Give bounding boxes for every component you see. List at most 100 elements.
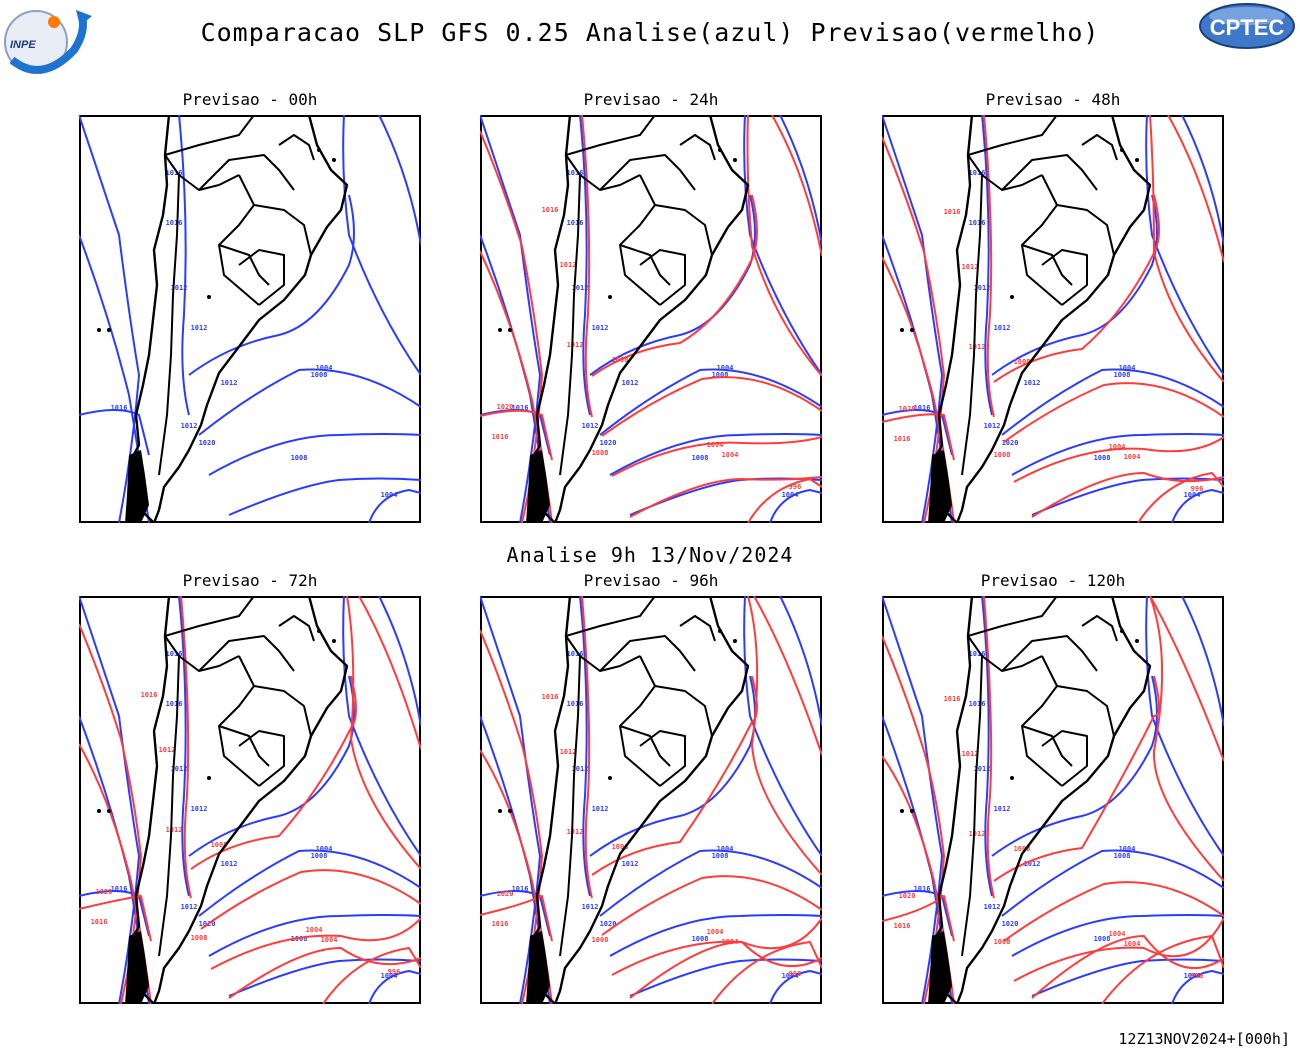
forecast-isobar-label: 1004 xyxy=(1109,930,1126,938)
analysis-isobar-label: 1008 xyxy=(692,454,709,462)
forecast-isobar xyxy=(1101,935,1224,1004)
forecast-isobar xyxy=(1149,596,1224,762)
analysis-isobar-label: 1012 xyxy=(622,379,639,387)
forecast-isobar xyxy=(79,623,142,1004)
forecast-isobar xyxy=(480,629,543,1004)
analysis-isobar-label: 1012 xyxy=(1024,379,1041,387)
forecast-isobar xyxy=(581,596,593,899)
analysis-isobar-label: 1004 xyxy=(381,491,398,499)
analysis-isobar-label: 1012 xyxy=(974,284,991,292)
island-marker xyxy=(1120,148,1124,152)
forecast-isobar-label: 1016 xyxy=(141,691,158,699)
forecast-isobar-label: 1016 xyxy=(492,433,509,441)
analysis-isobar xyxy=(779,596,822,727)
analysis-isobar-label: 1016 xyxy=(567,169,584,177)
country-border xyxy=(619,725,671,767)
analysis-isobar xyxy=(480,596,541,1004)
analysis-isobar-label: 1016 xyxy=(512,404,529,412)
island-marker xyxy=(900,328,904,332)
country-border xyxy=(654,204,713,256)
analysis-isobar xyxy=(178,115,190,416)
forecast-isobar-label: 996 xyxy=(1191,485,1204,493)
forecast-isobar xyxy=(322,947,421,1004)
forecast-isobar xyxy=(180,596,192,899)
forecast-isobar xyxy=(1013,436,1224,483)
country-border xyxy=(1021,244,1073,286)
forecast-isobar-label: 1004 xyxy=(306,926,323,934)
forecast-isobar-label: 1016 xyxy=(944,208,961,216)
forecast-isobar-label: 1004 xyxy=(722,938,739,946)
analysis-isobar xyxy=(79,596,140,1004)
island-marker xyxy=(718,629,722,633)
forecast-isobar-label: 1020 xyxy=(96,888,113,896)
analysis-isobar-label: 1004 xyxy=(782,972,799,980)
map-panel-120h: 1016 1016 1012 1012 1012 1008 1004 1020 1016 1012… xyxy=(882,596,1224,1004)
country-border xyxy=(1081,134,1118,161)
analysis-isobar-label: 1012 xyxy=(592,324,609,332)
country-border xyxy=(679,615,716,642)
forecast-isobar xyxy=(1003,382,1224,443)
forecast-isobar xyxy=(581,115,593,418)
forecast-isobar xyxy=(591,675,758,876)
country-border xyxy=(619,174,661,306)
analysis-isobar-label: 1016 xyxy=(567,219,584,227)
analysis-isobar xyxy=(1181,596,1224,727)
forecast-isobar-label: 1004 xyxy=(1109,443,1126,451)
forecast-isobar-label: 1016 xyxy=(492,920,509,928)
analysis-isobar-label: 1016 xyxy=(166,700,183,708)
country-border xyxy=(565,596,656,637)
forecast-isobar-label: 996 xyxy=(789,483,802,491)
analysis-isobar-label: 1008 xyxy=(712,852,729,860)
forecast-isobar xyxy=(480,130,543,523)
forecast-isobar-label: 1004 xyxy=(1124,453,1141,461)
analysis-isobar xyxy=(629,958,822,997)
country-border xyxy=(218,655,260,787)
analysis-isobar xyxy=(188,675,355,857)
inpe-logo: INPE xyxy=(2,2,94,80)
forecast-isobar-label: 1008 xyxy=(592,449,609,457)
analysis-isobar-label: 1012 xyxy=(191,324,208,332)
analysis-isobar xyxy=(609,914,822,957)
forecast-isobar-label: 1012 xyxy=(560,261,577,269)
analysis-isobar-label: 1008 xyxy=(311,852,328,860)
cptec-logo-text: CPTEC xyxy=(1210,15,1285,40)
forecast-isobar xyxy=(1031,472,1224,518)
analysis-isobar-label: 1016 xyxy=(567,700,584,708)
country-border xyxy=(1056,685,1115,737)
island-marker xyxy=(1135,639,1139,643)
map-svg: 1016101610121012101210081004102010161012… xyxy=(480,115,822,523)
island-marker xyxy=(317,629,321,633)
analysis-isobar xyxy=(178,596,190,897)
analysis-isobar-label: 1008 xyxy=(1094,454,1111,462)
forecast-isobar-label: 1016 xyxy=(894,435,911,443)
analysis-isobar-label: 1012 xyxy=(191,805,208,813)
forecast-isobar-label: 1016 xyxy=(542,693,559,701)
forecast-isobar-label: 1008 xyxy=(211,841,228,849)
forecast-isobar-label: 1020 xyxy=(899,892,916,900)
analysis-isobar xyxy=(228,477,421,516)
forecast-isobar xyxy=(983,115,995,418)
analysis-isobar xyxy=(882,890,953,937)
country-border xyxy=(278,615,315,642)
country-border xyxy=(1056,204,1115,256)
analysis-isobar-label: 1012 xyxy=(984,422,1001,430)
country-border xyxy=(158,655,180,957)
forecast-isobar xyxy=(611,436,822,477)
forecast-isobar xyxy=(747,478,822,523)
analysis-isobar xyxy=(743,115,822,376)
country-border xyxy=(1021,725,1073,767)
analysis-isobar-label: 1012 xyxy=(994,805,1011,813)
analysis-isobar-label: 1016 xyxy=(969,169,986,177)
analysis-isobar xyxy=(198,368,421,436)
analysis-isobar-label: 1020 xyxy=(1002,920,1019,928)
southern-archipelago xyxy=(526,450,550,523)
country-border xyxy=(164,115,255,156)
southern-archipelago xyxy=(928,450,952,523)
country-border xyxy=(253,204,312,256)
analysis-isobar xyxy=(228,958,421,997)
forecast-isobar-label: 1008 xyxy=(1014,358,1031,366)
forecast-isobar xyxy=(1149,596,1224,882)
analysis-isobar xyxy=(188,194,355,376)
analysis-isobar xyxy=(1011,433,1224,476)
analysis-isobar-label: 1012 xyxy=(582,422,599,430)
